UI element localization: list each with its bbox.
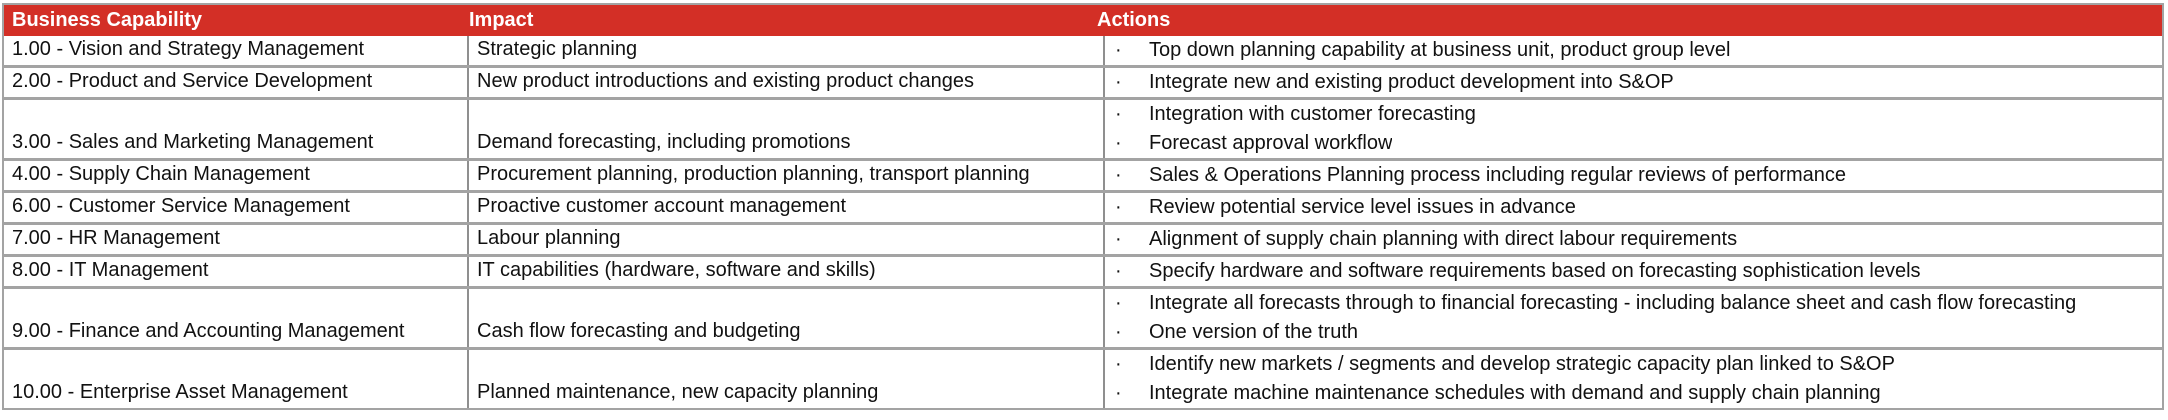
impact-cell: IT capabilities (hardware, software and …	[467, 257, 1103, 286]
bullet-icon: ·	[1115, 321, 1122, 343]
actions-cell: · Integrate all forecasts through to fina…	[1103, 289, 2162, 347]
table-row: 8.00 - IT Management IT capabilities (har…	[4, 254, 2162, 286]
capability-cell: 10.00 - Enterprise Asset Management	[12, 381, 348, 403]
action-item: · Top down planning capability at busines…	[1105, 36, 2162, 65]
impact-cell: Cash flow forecasting and budgeting	[467, 289, 1103, 347]
action-item: · Integration with customer forecasting	[1105, 100, 2162, 129]
bullet-icon: ·	[1115, 196, 1122, 218]
impact-cell: New product introductions and existing p…	[467, 68, 1103, 97]
action-item: · Integrate all forecasts through to fina…	[1105, 289, 2162, 318]
action-text: Integrate machine maintenance schedules …	[1149, 382, 1881, 404]
bullet-icon: ·	[1115, 260, 1122, 282]
capability-impact-actions-table: Business Capability Impact Actions 1.00 …	[2, 3, 2164, 410]
action-text: Specify hardware and software requiremen…	[1149, 260, 1921, 282]
action-text: Alignment of supply chain planning with …	[1149, 228, 1738, 250]
table-row: 4.00 - Supply Chain Management Procuremen…	[4, 158, 2162, 190]
impact-cell: Procurement planning, production plannin…	[467, 161, 1103, 190]
bullet-icon: ·	[1115, 71, 1122, 93]
action-item: · Specify hardware and software requireme…	[1105, 257, 2162, 286]
action-text: Integration with customer forecasting	[1149, 103, 1476, 125]
bullet-icon: ·	[1115, 39, 1122, 61]
actions-cell: · Review potential service level issues i…	[1103, 193, 2162, 222]
table-row: 9.00 - Finance and Accounting Management…	[4, 286, 2162, 347]
capability-cell: 4.00 - Supply Chain Management	[12, 163, 310, 185]
table-row: 10.00 - Enterprise Asset Management Plann…	[4, 347, 2162, 408]
table-row: 3.00 - Sales and Marketing Management Dem…	[4, 97, 2162, 158]
impact-cell: Labour planning	[467, 225, 1103, 254]
action-item: · Identify new markets / segments and dev…	[1105, 350, 2162, 379]
action-text: Sales & Operations Planning process incl…	[1149, 164, 1847, 186]
bullet-icon: ·	[1115, 382, 1122, 404]
impact-cell: Strategic planning	[467, 36, 1103, 65]
bullet-icon: ·	[1115, 164, 1122, 186]
action-item: · Review potential service level issues i…	[1105, 193, 2162, 222]
action-item: · One version of the truth	[1105, 318, 2162, 347]
bullet-icon: ·	[1115, 353, 1122, 375]
action-text: One version of the truth	[1149, 321, 1359, 343]
table-body: 1.00 - Vision and Strategy Management Str…	[4, 36, 2162, 408]
capability-cell: 2.00 - Product and Service Development	[12, 70, 373, 92]
actions-cell: · Specify hardware and software requireme…	[1103, 257, 2162, 286]
action-item: · Integrate new and existing product deve…	[1105, 68, 2162, 97]
action-text: Review potential service level issues in…	[1149, 196, 1576, 218]
capability-cell: 6.00 - Customer Service Management	[12, 195, 350, 217]
capability-cell: 1.00 - Vision and Strategy Management	[12, 38, 365, 60]
actions-cell: · Identify new markets / segments and dev…	[1103, 350, 2162, 408]
action-text: Top down planning capability at business…	[1149, 39, 1731, 61]
action-text: Forecast approval workflow	[1149, 132, 1393, 154]
bullet-icon: ·	[1115, 228, 1122, 250]
bullet-icon: ·	[1115, 292, 1122, 314]
capability-cell: 3.00 - Sales and Marketing Management	[12, 131, 374, 153]
capability-cell: 9.00 - Finance and Accounting Management	[12, 320, 405, 342]
action-text: Integrate all forecasts through to finan…	[1149, 292, 2077, 314]
actions-cell: · Top down planning capability at busines…	[1103, 36, 2162, 65]
column-header-impact: Impact	[469, 9, 534, 31]
action-item: · Sales & Operations Planning process inc…	[1105, 161, 2162, 190]
column-header-actions: Actions	[1097, 9, 1171, 31]
bullet-icon: ·	[1115, 132, 1122, 154]
table-row: 1.00 - Vision and Strategy Management Str…	[4, 36, 2162, 65]
impact-cell: Demand forecasting, including promotions	[467, 100, 1103, 158]
actions-cell: · Integration with customer forecasting · F…	[1103, 100, 2162, 158]
table-row: 2.00 - Product and Service Development Ne…	[4, 65, 2162, 97]
impact-cell: Proactive customer account management	[467, 193, 1103, 222]
action-text: Integrate new and existing product devel…	[1149, 71, 1674, 93]
table-header-row: Business Capability Impact Actions	[4, 5, 2162, 36]
actions-cell: · Sales & Operations Planning process inc…	[1103, 161, 2162, 190]
capability-cell: 7.00 - HR Management	[12, 227, 220, 249]
bullet-icon: ·	[1115, 103, 1122, 125]
action-item: · Forecast approval workflow	[1105, 129, 2162, 158]
table-row: 7.00 - HR Management Labour planning · Alig…	[4, 222, 2162, 254]
impact-cell: Planned maintenance, new capacity planni…	[467, 350, 1103, 408]
actions-cell: · Alignment of supply chain planning with…	[1103, 225, 2162, 254]
action-item: · Integrate machine maintenance schedules…	[1105, 379, 2162, 408]
table-row: 6.00 - Customer Service Management Proact…	[4, 190, 2162, 222]
action-text: Identify new markets / segments and deve…	[1149, 353, 1895, 375]
actions-cell: · Integrate new and existing product deve…	[1103, 68, 2162, 97]
action-item: · Alignment of supply chain planning with…	[1105, 225, 2162, 254]
capability-cell: 8.00 - IT Management	[12, 259, 209, 281]
column-header-business-capability: Business Capability	[12, 9, 203, 31]
